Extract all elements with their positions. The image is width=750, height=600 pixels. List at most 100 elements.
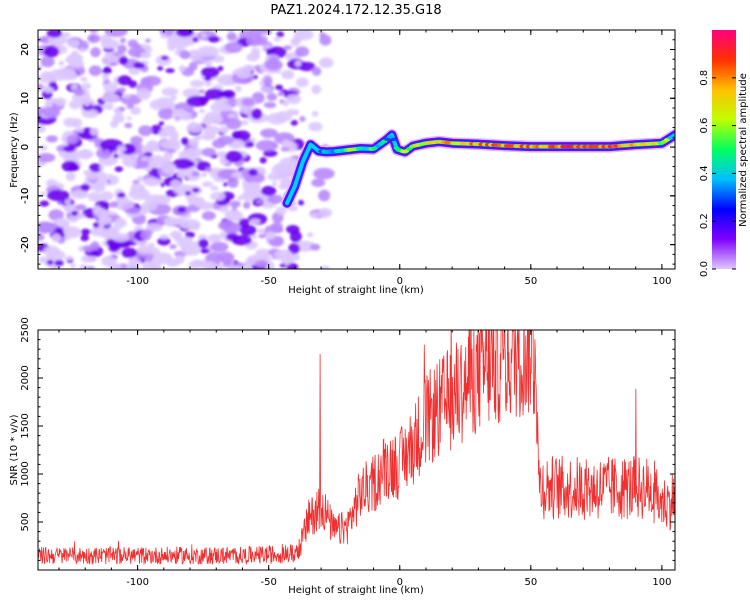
y-tick-label: -20 bbox=[20, 236, 31, 252]
spectrogram-noise-blob bbox=[267, 194, 284, 204]
x-tick-label: -100 bbox=[126, 276, 149, 287]
spectrogram-noise-blob bbox=[282, 141, 295, 148]
spectrogram-noise-blob bbox=[239, 107, 248, 114]
spectrogram-noise-blob bbox=[143, 177, 162, 187]
spectrogram-noise-blob bbox=[297, 199, 305, 206]
spectrogram-noise-blob bbox=[116, 250, 122, 255]
spectrogram-noise-blob bbox=[159, 30, 174, 37]
spectrogram-noise-blob bbox=[177, 172, 185, 178]
spectrogram-noise-blob bbox=[38, 221, 56, 234]
spectrogram-noise-blob bbox=[267, 56, 280, 67]
x-tick-label: 0 bbox=[397, 577, 403, 588]
spectrogram-noise-blob bbox=[288, 243, 300, 255]
spectrogram-noise-blob bbox=[320, 265, 330, 269]
y-tick-label: 20 bbox=[20, 43, 31, 56]
spectrogram-noise-blob bbox=[184, 194, 195, 200]
spectrogram-noise-blob bbox=[313, 167, 335, 180]
spectrogram-noise-blob bbox=[89, 127, 99, 136]
spectrogram-noise-blob bbox=[140, 145, 155, 154]
spectrogram-noise-blob bbox=[103, 82, 118, 94]
spectrogram-noise-blob bbox=[40, 55, 55, 68]
spectrogram-noise-blob bbox=[248, 168, 258, 176]
spectrogram-noise-blob bbox=[308, 121, 323, 132]
figure-title: PAZ1.2024.172.12.35.G18 bbox=[270, 3, 441, 18]
spectrogram-noise-blob bbox=[114, 166, 124, 173]
spectrogram-noise-blob bbox=[87, 33, 101, 44]
spectrogram-noise-blob bbox=[145, 38, 151, 43]
spectrogram-noise-blob bbox=[201, 147, 216, 157]
spectrogram-noise-blob bbox=[138, 125, 153, 137]
spectrogram-noise-blob bbox=[251, 234, 257, 240]
spectrogram-noise-blob bbox=[307, 232, 314, 238]
spectrogram-noise-blob bbox=[257, 228, 267, 234]
spectrogram-noise-blob bbox=[282, 100, 289, 107]
spectrogram-noise-blob bbox=[50, 265, 60, 269]
spectrogram-noise-blob bbox=[89, 163, 102, 173]
spectrogram-noise-blob bbox=[54, 226, 64, 235]
x-tick-label: 50 bbox=[524, 276, 537, 287]
spectrogram-noise-blob bbox=[109, 201, 118, 208]
spectrogram-noise-blob bbox=[58, 60, 65, 67]
y-tick-label: 0 bbox=[20, 144, 31, 150]
colorbar-label: Normalized spectral amplitude bbox=[738, 73, 749, 227]
spectrogram-noise-blob bbox=[311, 66, 322, 76]
spectrogram-noise-blob bbox=[55, 67, 77, 79]
spectrogram-ridge-cell bbox=[403, 149, 409, 153]
colorbar: 0.0 0.2 0.4 0.6 0.8 Normalized spectral ampl… bbox=[699, 30, 749, 277]
spectrogram-noise-blob bbox=[249, 218, 261, 225]
spectrogram-noise-blob bbox=[231, 211, 244, 222]
spectrogram-noise-blob bbox=[160, 34, 169, 39]
y-tick-label: 1000 bbox=[20, 461, 31, 486]
snr-chart: -100 -50 0 50 100 500 1000 1500 2000 2500 Height… bbox=[9, 317, 676, 596]
spectrogram-noise-blob bbox=[116, 145, 127, 153]
spectrogram-noise-blob bbox=[63, 145, 76, 153]
colorbar-tick-label: 0.6 bbox=[699, 118, 710, 134]
spectrogram-noise-blob bbox=[147, 247, 160, 255]
spectrogram-noise-blob bbox=[130, 135, 143, 145]
spectrogram-noise-blob bbox=[179, 50, 191, 60]
spectrogram-noise-blob bbox=[77, 127, 84, 133]
spectrogram-noise-blob bbox=[177, 206, 187, 213]
x-tick-label: -50 bbox=[261, 276, 277, 287]
spectrogram-noise-blob bbox=[71, 53, 84, 63]
spectrogram-noise-blob bbox=[137, 176, 144, 182]
spectrogram-noise-blob bbox=[231, 130, 242, 140]
spectrogram-noise-blob bbox=[310, 243, 321, 251]
spectrogram-noise-blob bbox=[65, 172, 76, 182]
spectrogram-noise-blob bbox=[43, 45, 60, 58]
spectrogram-noise-blob bbox=[203, 135, 210, 140]
spectrogram-noise-blob bbox=[271, 181, 278, 187]
spectrogram-noise-blob bbox=[201, 66, 220, 78]
spectrogram-noise-blob bbox=[311, 84, 322, 95]
spectrogram-noise-blob bbox=[67, 39, 80, 48]
spectrogram-noise-blob bbox=[80, 254, 96, 263]
spectrogram-noise-blob bbox=[280, 147, 290, 152]
y-tick-label: 20 bbox=[20, 43, 31, 56]
spectrogram-noise-blob bbox=[79, 264, 88, 269]
spectrogram-noise-blob bbox=[90, 241, 100, 251]
spectrogram-noise-blob bbox=[188, 260, 202, 269]
spectrogram-noise-blob bbox=[243, 201, 251, 209]
spectrogram-noise-blob bbox=[259, 157, 267, 164]
spectrogram-noise-blob bbox=[310, 212, 319, 219]
spectrogram-noise-blob bbox=[102, 68, 112, 74]
spectrogram-noise-blob bbox=[256, 199, 264, 204]
spectrogram-noise-blob bbox=[196, 46, 220, 58]
x-tick-label: 0 bbox=[397, 276, 403, 287]
spectrogram-noise-blob bbox=[51, 233, 61, 243]
spectrogram-noise-blob bbox=[81, 82, 91, 90]
spectrogram-noise-blob bbox=[295, 77, 309, 88]
spectrogram-noise-blob bbox=[276, 31, 285, 38]
spectrogram-noise-blob bbox=[104, 30, 128, 37]
spectrogram-noise-blob bbox=[161, 87, 179, 97]
spectrogram-noise-blob bbox=[264, 44, 272, 49]
spectrogram-ridge-cell bbox=[384, 137, 391, 142]
spectrogram-noise-blob bbox=[109, 62, 118, 67]
spectrogram-ridge-layer bbox=[281, 128, 675, 210]
x-tick-label: -50 bbox=[261, 577, 277, 588]
spectrogram-noise-blob bbox=[236, 66, 252, 79]
spectrogram-noise-blob bbox=[218, 126, 230, 134]
spectrogram-noise-blob bbox=[283, 45, 292, 50]
spectrogram-noise-blob bbox=[217, 135, 234, 145]
spectrogram-noise-blob bbox=[201, 181, 213, 188]
